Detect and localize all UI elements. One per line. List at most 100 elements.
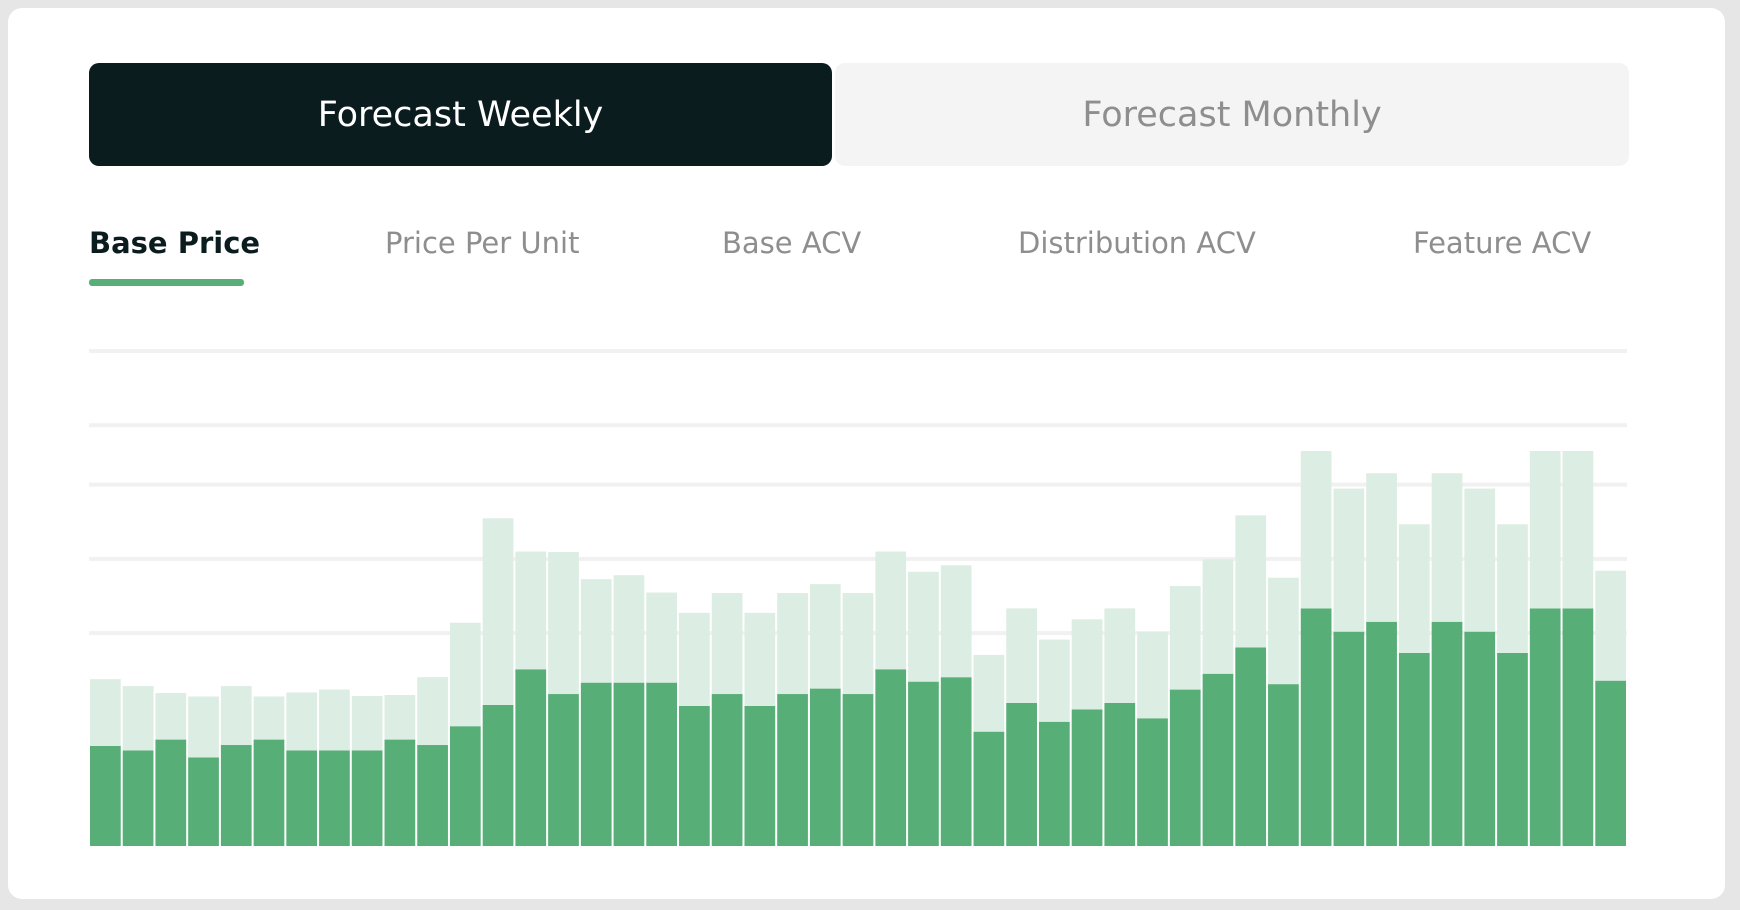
bar-segment <box>580 682 612 846</box>
bar-segment <box>1104 702 1136 846</box>
bar-segment <box>679 705 710 846</box>
bar-segment <box>1038 639 1070 722</box>
bar-segment <box>220 745 252 846</box>
bar-segment <box>1071 619 1103 710</box>
bar-segment <box>1431 621 1463 846</box>
bar-segment <box>319 689 350 751</box>
bar-segment <box>253 739 285 846</box>
bar-segment <box>482 704 514 846</box>
tab[interactable]: Base ACV <box>722 226 862 260</box>
bar-segment <box>875 551 907 670</box>
bar-segment <box>1333 631 1365 846</box>
bar-segment <box>1006 702 1037 846</box>
bar-segment <box>1431 473 1463 622</box>
bar-segment <box>1169 689 1201 846</box>
bar-segment <box>90 679 121 747</box>
bar-segment <box>548 694 579 846</box>
bar-segment <box>122 750 154 846</box>
bar-segment <box>1366 621 1397 846</box>
bar-segment <box>1333 488 1365 632</box>
bar-segment <box>1104 608 1136 703</box>
bar-segment <box>908 571 939 682</box>
bar-segment <box>286 750 318 846</box>
bar-segment <box>1300 450 1332 609</box>
panel: Forecast Weekly Forecast Monthly Base Pr… <box>8 8 1725 899</box>
bar-segment <box>711 694 743 846</box>
bar-segment <box>777 593 808 695</box>
bar-segment <box>613 575 645 683</box>
bar-segment <box>1038 721 1070 846</box>
bar-segment <box>580 579 612 683</box>
bar-segment <box>155 693 187 740</box>
tab[interactable]: Feature ACV <box>1413 226 1592 260</box>
bar-segment <box>1398 652 1430 846</box>
bar-segment <box>515 551 547 670</box>
bar-segment <box>1235 647 1267 846</box>
bar-segment <box>1366 473 1397 622</box>
bar-segment <box>1464 488 1496 632</box>
tab[interactable]: Price Per Unit <box>385 226 580 260</box>
bar-segment <box>319 750 350 846</box>
bar-segment <box>1497 652 1528 846</box>
bar-segment <box>744 705 776 846</box>
bar-segment <box>1235 515 1267 648</box>
bar-segment <box>188 757 219 846</box>
bar-segment <box>973 731 1005 846</box>
bar-segment <box>1562 608 1594 846</box>
bar-segment <box>1202 559 1234 674</box>
bar-segment <box>548 551 579 695</box>
bar-segment <box>1006 608 1037 703</box>
bar-segment <box>90 746 121 846</box>
bar-segment <box>1137 631 1168 719</box>
bar-segment <box>1300 608 1332 846</box>
forecast-weekly-button[interactable]: Forecast Weekly <box>89 63 832 166</box>
bar-segment <box>1398 524 1430 653</box>
bar-segment <box>809 688 841 846</box>
bar-segment <box>1268 577 1299 685</box>
bar-segment <box>1497 524 1528 653</box>
forecast-monthly-button[interactable]: Forecast Monthly <box>835 63 1629 166</box>
bar-segment <box>973 654 1005 732</box>
bar-segment <box>908 681 939 846</box>
bar-segment <box>646 682 678 846</box>
bar-segment <box>351 696 383 751</box>
bar-segment <box>449 622 481 727</box>
bar-segment <box>1595 680 1626 846</box>
bar-segment <box>286 692 318 751</box>
bar-segment <box>842 694 874 846</box>
bar-segment <box>711 593 743 695</box>
bar-segment <box>1529 450 1561 609</box>
bar-segment <box>122 686 154 751</box>
active-tab-underline <box>89 279 244 286</box>
bar-segment <box>1562 450 1594 609</box>
bar-segment <box>1464 631 1496 846</box>
bar-segment <box>1071 709 1103 846</box>
bar-segment <box>417 745 448 846</box>
tab[interactable]: Base Price <box>89 226 261 260</box>
bar-segment <box>351 750 383 846</box>
bar-segment <box>220 686 252 746</box>
bar-segment <box>449 726 481 846</box>
bar-segment <box>1137 718 1168 846</box>
bar-segment <box>1595 570 1626 681</box>
bar-segment <box>940 565 972 678</box>
bar-segment <box>809 584 841 689</box>
bar-segment <box>744 612 776 706</box>
bar-segment <box>940 677 972 846</box>
bar-segment <box>482 518 514 705</box>
bar-segment <box>777 694 808 846</box>
bar-segment <box>515 669 547 846</box>
bar-segment <box>384 695 416 740</box>
bar-segment <box>417 677 448 746</box>
bar-segment <box>842 593 874 695</box>
bar-segment <box>188 696 219 758</box>
bar-segment <box>613 682 645 846</box>
chart <box>89 349 1627 846</box>
bar-segment <box>875 669 907 846</box>
bar-segment <box>1529 608 1561 846</box>
bar-segment <box>155 739 187 846</box>
bar-segment <box>384 739 416 846</box>
tab[interactable]: Distribution ACV <box>1018 226 1256 260</box>
bar-segment <box>1169 586 1201 690</box>
